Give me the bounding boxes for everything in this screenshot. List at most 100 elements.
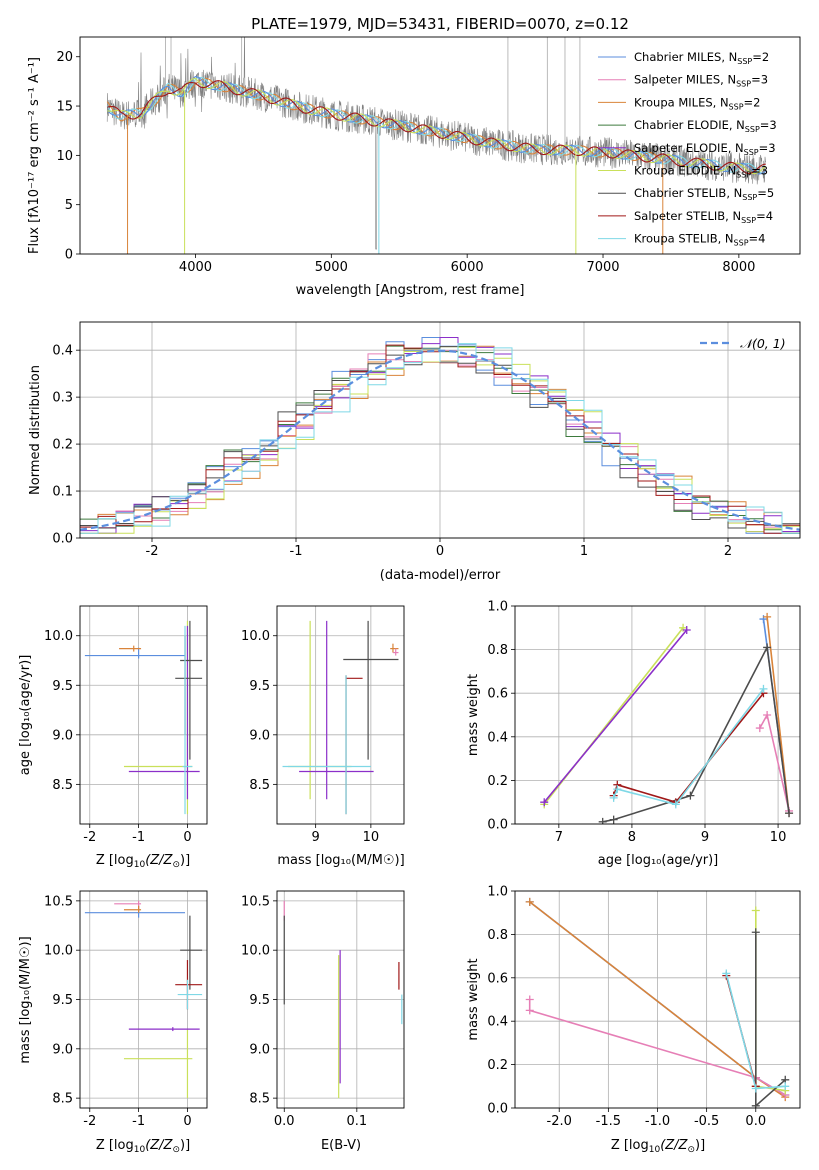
mass-weight-marker (763, 711, 772, 719)
legend-label: Salpeter ELODIE, NSSP=3 (634, 141, 776, 157)
mass-weight-marker (751, 906, 760, 915)
x-axis-label: E(B-V) (321, 1138, 361, 1153)
y-tick-label: 0.0 (52, 532, 73, 547)
x-tick-label: 0 (436, 544, 444, 559)
mass-weight-marker (751, 1084, 760, 1093)
age-vs-mass-panel: 9 10 8.5 9.0 9.5 10.0 mass [log₁₀(M/M☉)] (241, 605, 405, 868)
legend-subscript: SSP (741, 216, 756, 225)
legend-subscript: SSP (736, 80, 751, 89)
ticks: -2.0 -1.5 -1.0 -0.5 0.0 0.0 0.2 0.4 0.6 0.8 1.0 (487, 885, 766, 1130)
gridlines (277, 606, 404, 824)
mass-weight-line (528, 999, 786, 1096)
y-axis-label: Flux [fλ10⁻¹⁷ erg cm⁻² s⁻¹ A⁻¹] (27, 57, 42, 254)
residual-histogram (80, 343, 800, 534)
x-tick-label: -1 (132, 830, 145, 845)
mass-weight-marker (763, 643, 772, 652)
label-rest: (Z/Z (145, 1138, 173, 1153)
y-tick-label: 9.5 (52, 993, 73, 1008)
y-tick-label: 0.3 (52, 391, 73, 406)
x-axis-label: Z [log10(Z/Z⊙)] (96, 853, 190, 870)
y-tick-label: 1.0 (487, 600, 508, 615)
ticks: 4000 5000 6000 7000 8000 0 5 10 15 20 (56, 50, 755, 275)
legend-count: =2 (752, 50, 769, 64)
x-tick-label: -2.0 (547, 1114, 572, 1129)
ticks: 7 8 9 10 0.0 0.2 0.4 0.6 0.8 1.0 (487, 600, 786, 846)
legend-label: Chabrier MILES, NSSP=2 (634, 50, 769, 66)
legend-subscript: SSP (736, 171, 751, 180)
axes-frame (79, 321, 801, 539)
observed-spectrum-line (106, 37, 767, 250)
legend-label: Kroupa ELODIE, NSSP=3 (634, 164, 768, 180)
label-close: )] (695, 1138, 705, 1153)
mass-weight-marker (525, 1006, 534, 1015)
y-tick-label: 10.0 (241, 629, 270, 644)
x-axis-label: age [log₁₀(age/yr)] (598, 853, 719, 868)
legend-label: Salpeter STELIB, NSSP=4 (634, 209, 773, 225)
mass-weight-marker (682, 625, 691, 634)
x-tick-label: 9 (312, 830, 320, 845)
x-tick-label: 0.0 (745, 1114, 766, 1129)
x-tick-label: -1.5 (596, 1114, 621, 1129)
y-tick-label: 5 (65, 198, 73, 213)
mass-weight-marker (525, 995, 534, 1004)
legend-subscript: SSP (745, 125, 760, 134)
label-rest: (Z/Z (145, 853, 173, 868)
y-tick-label: 0.2 (487, 1058, 508, 1073)
model-spectrum-line (107, 77, 767, 175)
mass-weight-marker (751, 1101, 760, 1108)
y-tick-label: 0.4 (487, 730, 508, 745)
y-tick-label: 9.0 (52, 1042, 73, 1057)
spectrum-panel: 4000 5000 6000 7000 8000 0 5 10 15 20 wavelength [… (27, 36, 801, 298)
x-tick-label: 8 (628, 830, 636, 845)
ticks: -2 -1 0 8.5 9.0 9.5 10.0 10.5 (44, 894, 192, 1129)
y-tick-label: 10.0 (44, 944, 73, 959)
ticks: 0.0 0.1 8.5 9.0 9.5 10.0 10.5 (241, 894, 367, 1129)
mass-weight-marker (759, 684, 768, 693)
x-tick-label: 0.1 (346, 1114, 367, 1129)
x-tick-label: 7000 (586, 260, 619, 275)
axes-frame (79, 36, 801, 255)
plot-area (540, 612, 794, 824)
y-tick-label: 10.0 (44, 629, 73, 644)
y-tick-label: 9.0 (249, 728, 270, 743)
mass-weight-line (759, 712, 790, 812)
mass-vs-ebv-panel: 0.0 0.1 8.5 9.0 9.5 10.0 10.5 E(B-V) (241, 890, 405, 1153)
y-tick-label: 0.0 (487, 818, 508, 833)
label-rest: (Z/Z (660, 1138, 688, 1153)
y-tick-label: 0.4 (52, 344, 73, 359)
x-tick-label: -0.5 (694, 1114, 719, 1129)
x-tick-label: 2 (724, 544, 732, 559)
x-tick-label: 6000 (451, 260, 484, 275)
legend-subscript: SSP (742, 193, 757, 202)
y-axis-label: mass [log₁₀(M/M☉)] (18, 936, 33, 1063)
legend-subscript: SSP (729, 102, 744, 111)
residuals-panel: -2 -1 0 1 2 0.0 0.1 0.2 0.3 0.4 𝒩(0, 1) (data-model… (28, 321, 801, 583)
x-tick-label: 7 (555, 830, 563, 845)
mass-weight-marker (609, 815, 618, 824)
y-tick-label: 15 (56, 100, 73, 115)
y-tick-label: 10.5 (44, 894, 73, 909)
log-subscript: 10 (134, 1145, 146, 1155)
y-tick-label: 8.5 (52, 778, 73, 793)
ticks: -2 -1 0 8.5 9.0 9.5 10.0 (44, 629, 192, 845)
mass-vs-metallicity-panel: -2 -1 0 8.5 9.0 9.5 10.0 10.5 Z [log10(Z/Z⊙)] mas… (18, 890, 208, 1155)
mass-weight-marker (525, 897, 534, 906)
y-axis-label: mass weight (466, 958, 481, 1040)
x-axis-label: (data-model)/error (380, 568, 501, 583)
axes-frame (514, 890, 801, 1109)
x-axis-label: Z [log10(Z/Z⊙)] (96, 1138, 190, 1155)
x-tick-label: -1 (132, 1114, 145, 1129)
legend-label: Salpeter MILES, NSSP=3 (634, 73, 768, 89)
axes-frame (514, 605, 801, 825)
x-tick-label: 8000 (722, 260, 755, 275)
residual-histogram (80, 337, 800, 534)
legend: Chabrier MILES, NSSP=2 Salpeter MILES, NS… (598, 50, 777, 248)
mass-weight-marker (755, 724, 764, 733)
plot-area (283, 900, 403, 1099)
model-spectrum-line (106, 76, 766, 175)
sun-subscript: ⊙ (172, 860, 180, 870)
plot-area (282, 620, 399, 815)
x-axis-label: mass [log₁₀(M/M☉)] (277, 853, 404, 868)
x-tick-label: 9 (701, 830, 709, 845)
mass-weight-line (612, 688, 765, 806)
